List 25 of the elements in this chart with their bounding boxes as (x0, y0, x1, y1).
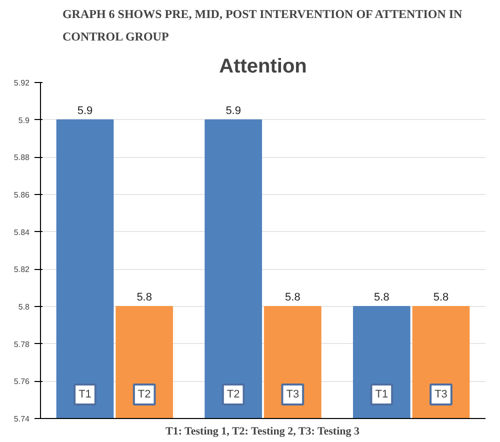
annotation: T2 (138, 388, 151, 400)
y-tick-label: 5.86 (14, 190, 30, 200)
y-tick-label: 5.88 (14, 153, 30, 162)
y-tick-label: 5.78 (14, 340, 30, 349)
data-label: 5.8 (136, 292, 152, 304)
y-tick-label: 5.84 (14, 228, 30, 237)
annotation: T3 (434, 388, 448, 400)
text: T1: Testing 1, T2: Testing 2, T3: Testing 3 (166, 426, 360, 438)
annotation: T1 (375, 388, 388, 400)
y-tick-label: 5.82 (14, 265, 30, 274)
data-label: 5.8 (374, 292, 390, 304)
y-tick-label: 5.74 (14, 414, 30, 424)
data-label: 5.8 (433, 292, 449, 304)
y-tick-label: 5.9 (18, 116, 30, 125)
data-label: 5.9 (226, 104, 241, 117)
chart-title: GRAPH 6 SHOWS PRE, MID, POST INTERVENTION OF ATTENTION IN CONTROL GROUP (62, 7, 463, 44)
data-label: 5.9 (77, 104, 93, 117)
annotation: T1 (78, 388, 92, 400)
annotation: T3 (286, 388, 300, 400)
y-tick-label: 5.92 (14, 78, 30, 88)
y-tick-label: 5.8 (18, 302, 30, 312)
annotation: T2 (226, 388, 240, 400)
data-label: 5.8 (285, 292, 300, 304)
chart-subtitle: Attention (219, 56, 307, 78)
y-tick-label: 5.76 (14, 377, 30, 386)
